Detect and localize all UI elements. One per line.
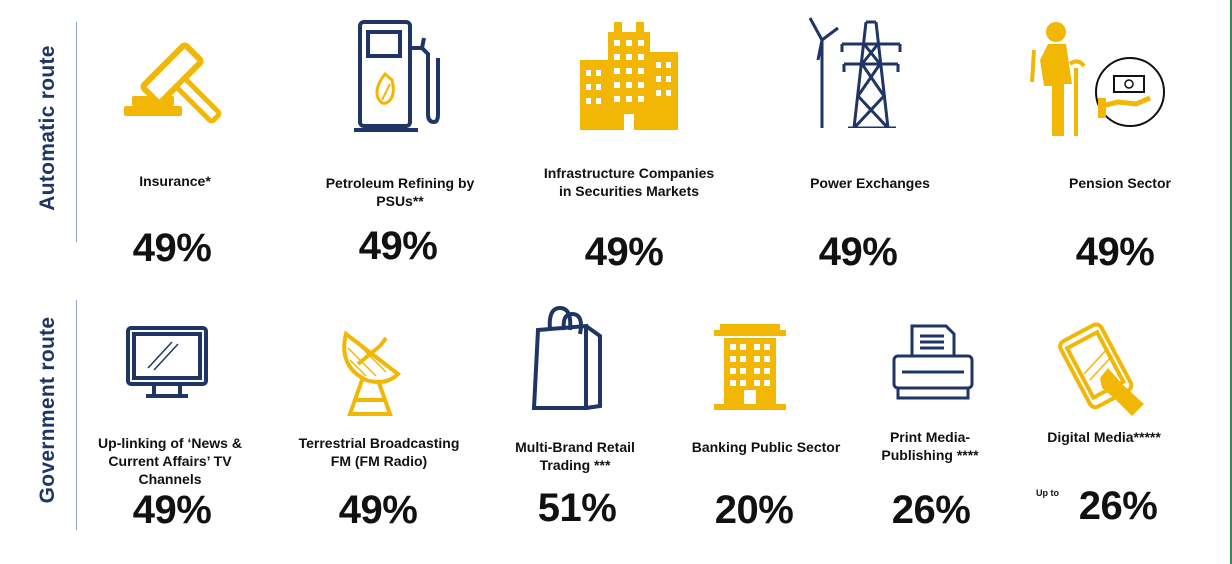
infrastructure-label: Infrastructure Companies in Securities M… bbox=[543, 165, 715, 199]
insurance-value: 49% bbox=[132, 226, 212, 270]
shopping-bag-icon bbox=[531, 305, 602, 410]
government-route-label: Government route bbox=[36, 316, 59, 504]
infrastructure-value: 49% bbox=[584, 230, 664, 274]
pension-icon bbox=[1030, 22, 1165, 136]
tv-monitor-icon bbox=[126, 326, 208, 398]
satellite-dish-icon bbox=[342, 330, 402, 416]
power-exchanges-value: 49% bbox=[818, 230, 898, 274]
pension-sector-label: Pension Sector bbox=[1069, 175, 1171, 191]
power-exchanges-label: Power Exchanges bbox=[810, 175, 930, 191]
printer-icon bbox=[892, 324, 974, 400]
petroleum-refining-label: Petroleum Refining by PSUs** bbox=[325, 175, 475, 209]
automatic-route-label: Automatic route bbox=[36, 45, 59, 211]
right-border bbox=[1230, 0, 1232, 564]
automatic-route-divider bbox=[76, 22, 77, 242]
terrestrial-broadcasting-label: Terrestrial Broadcasting FM (FM Radio) bbox=[298, 435, 460, 469]
insurance-label: Insurance* bbox=[139, 173, 211, 189]
digital-media-prefix: Up to bbox=[1036, 488, 1059, 498]
fuel-pump-icon bbox=[354, 20, 440, 132]
bank-building-icon bbox=[714, 324, 786, 410]
uplinking-news-value: 49% bbox=[132, 488, 212, 532]
banking-public-sector-label: Banking Public Sector bbox=[691, 439, 841, 455]
multi-brand-retail-value: 51% bbox=[537, 486, 617, 530]
print-media-label: Print Media-Publishing **** bbox=[881, 429, 979, 463]
digital-media-value: 26% bbox=[1078, 484, 1158, 528]
tablet-hand-icon bbox=[1058, 322, 1144, 416]
gavel-icon bbox=[124, 42, 222, 124]
uplinking-news-label: Up-linking of ‘News & Current Affairs’ T… bbox=[98, 435, 242, 487]
print-media-value: 26% bbox=[891, 488, 971, 532]
multi-brand-retail-label: Multi-Brand Retail Trading *** bbox=[515, 439, 635, 473]
power-tower-icon bbox=[808, 17, 902, 128]
government-route-divider bbox=[76, 300, 77, 530]
digital-media-label: Digital Media***** bbox=[1047, 429, 1161, 445]
building-icon bbox=[580, 22, 678, 130]
pension-sector-value: 49% bbox=[1075, 230, 1155, 274]
banking-public-sector-value: 20% bbox=[714, 488, 794, 532]
petroleum-refining-value: 49% bbox=[358, 224, 438, 268]
terrestrial-broadcasting-value: 49% bbox=[338, 488, 418, 532]
